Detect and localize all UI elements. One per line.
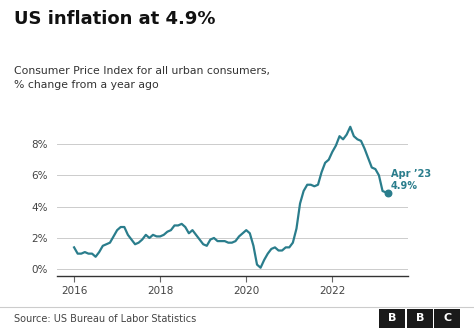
Point (384, 190, 392, 195)
Text: Source: US Bureau of Labor Statistics: Source: US Bureau of Labor Statistics (14, 314, 196, 324)
Text: C: C (443, 313, 451, 323)
Text: Consumer Price Index for all urban consumers,
% change from a year ago: Consumer Price Index for all urban consu… (14, 66, 270, 90)
Text: B: B (416, 313, 424, 323)
Text: US inflation at 4.9%: US inflation at 4.9% (14, 10, 216, 28)
Text: B: B (388, 313, 396, 323)
Text: Apr ’23
4.9%: Apr ’23 4.9% (391, 169, 431, 191)
